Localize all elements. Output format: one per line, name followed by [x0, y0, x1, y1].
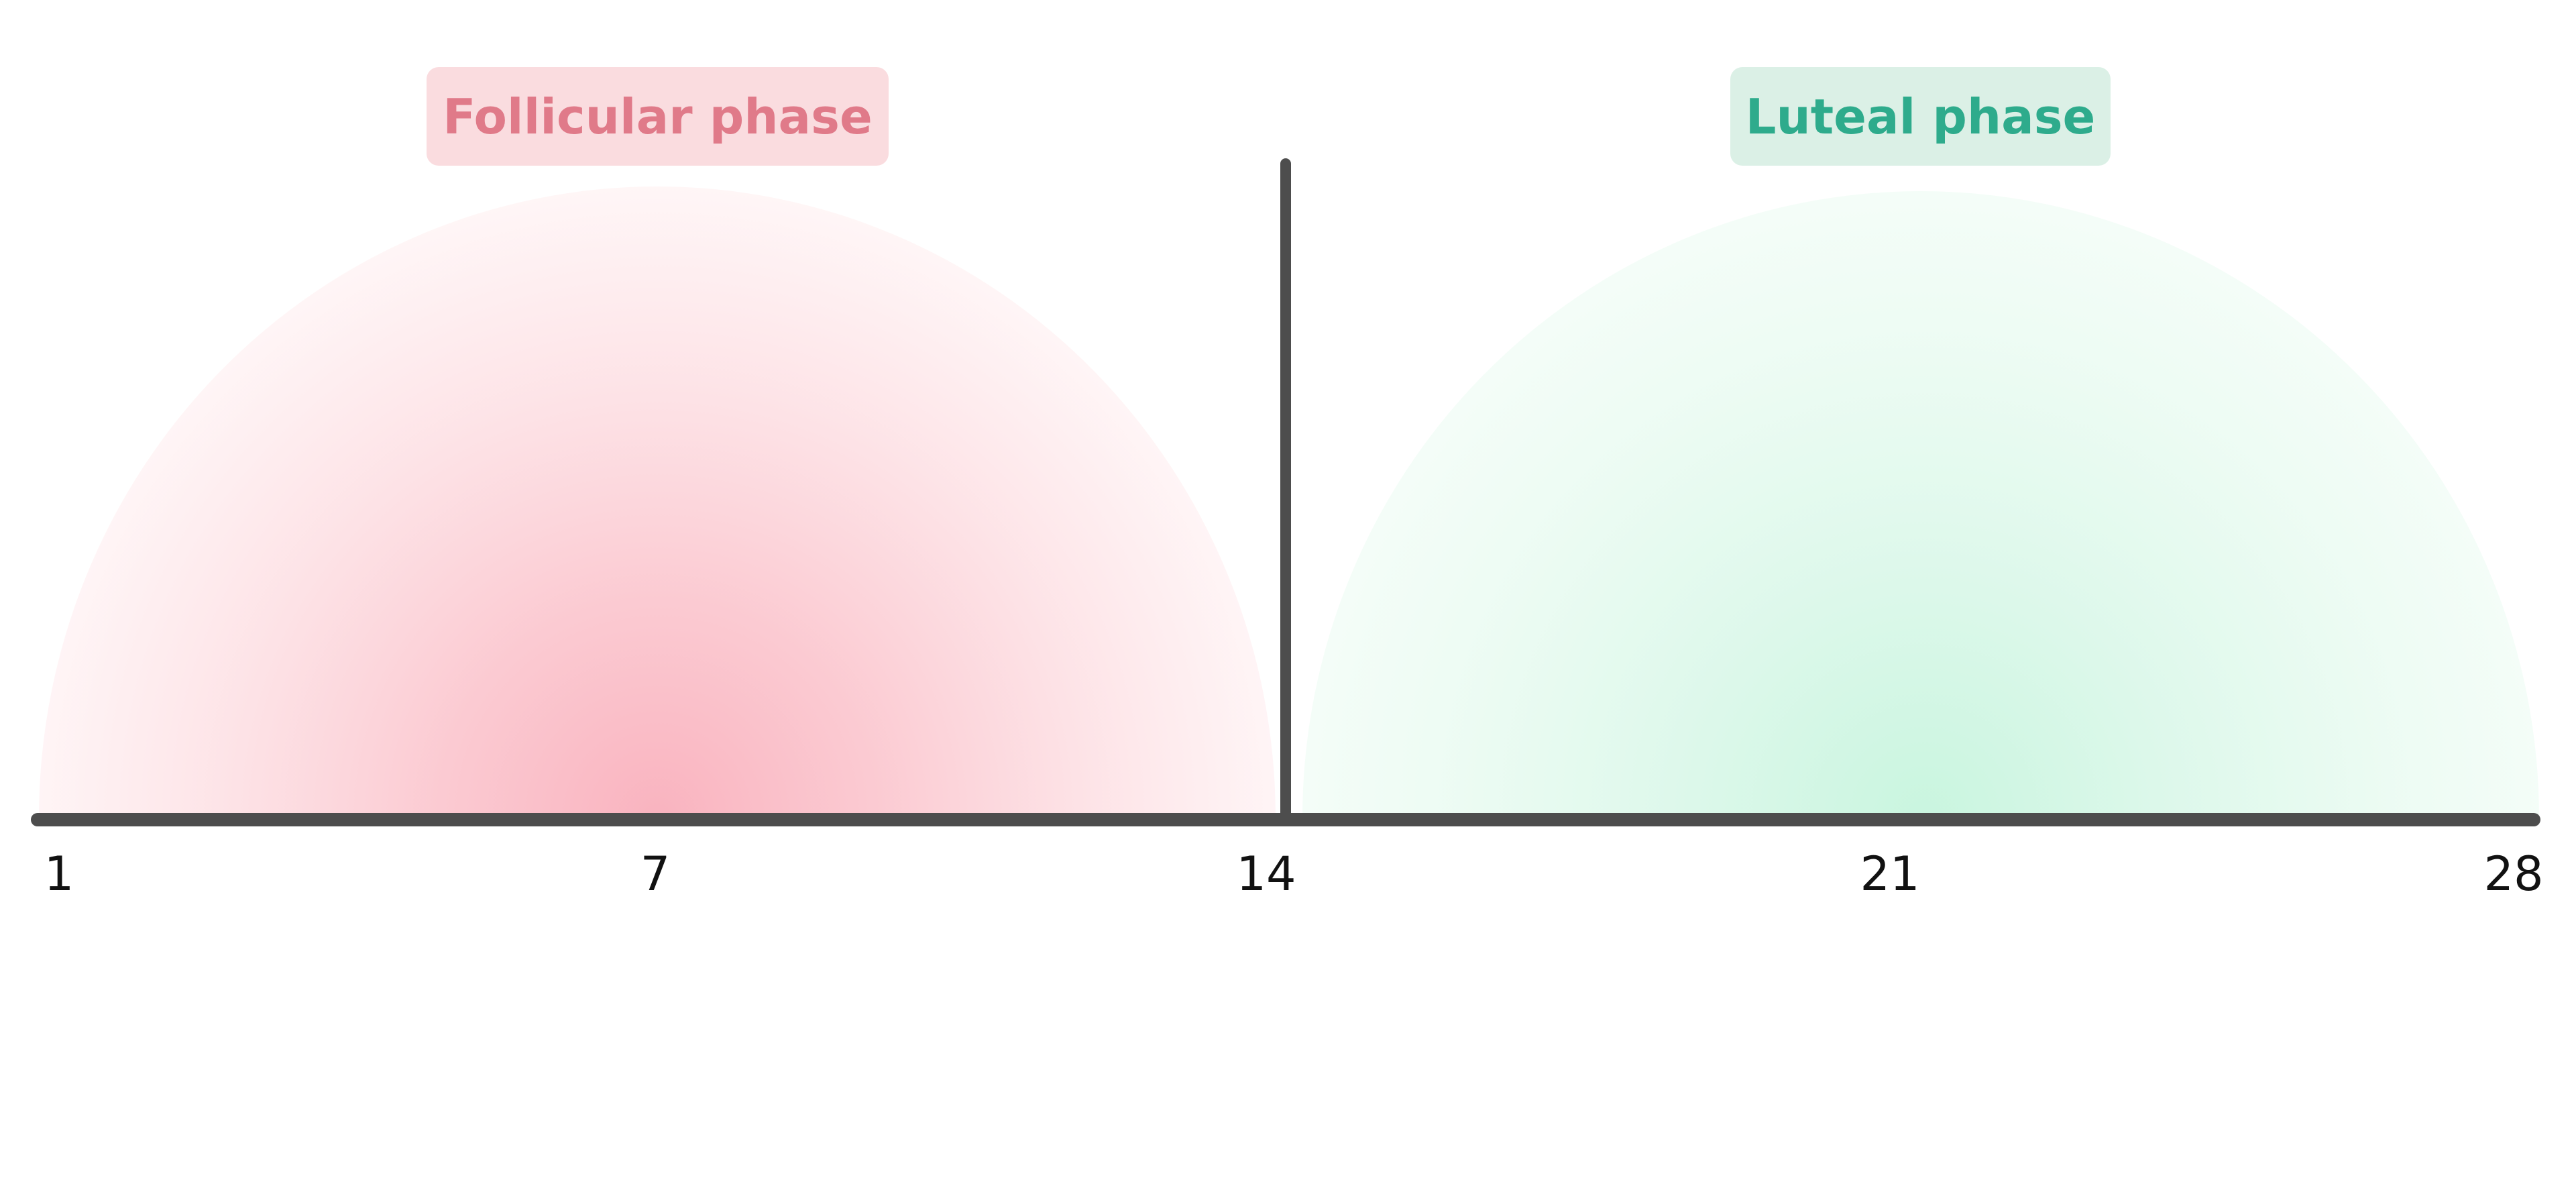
luteal-phase-area — [1302, 191, 2539, 818]
tick-label-day-21: 21 — [1860, 847, 1920, 902]
tick-label-day-14: 14 — [1236, 847, 1296, 902]
luteal-phase-label: Luteal phase — [1745, 88, 2096, 145]
follicular-phase-badge: Follicular phase — [427, 67, 889, 166]
tick-label-day-28: 28 — [2483, 847, 2544, 902]
tick-label-day-1: 1 — [44, 847, 74, 902]
follicular-phase-label: Follicular phase — [443, 88, 873, 145]
follicular-phase-area — [39, 186, 1276, 818]
tick-label-day-7: 7 — [640, 847, 671, 902]
luteal-phase-badge: Luteal phase — [1730, 67, 2111, 166]
